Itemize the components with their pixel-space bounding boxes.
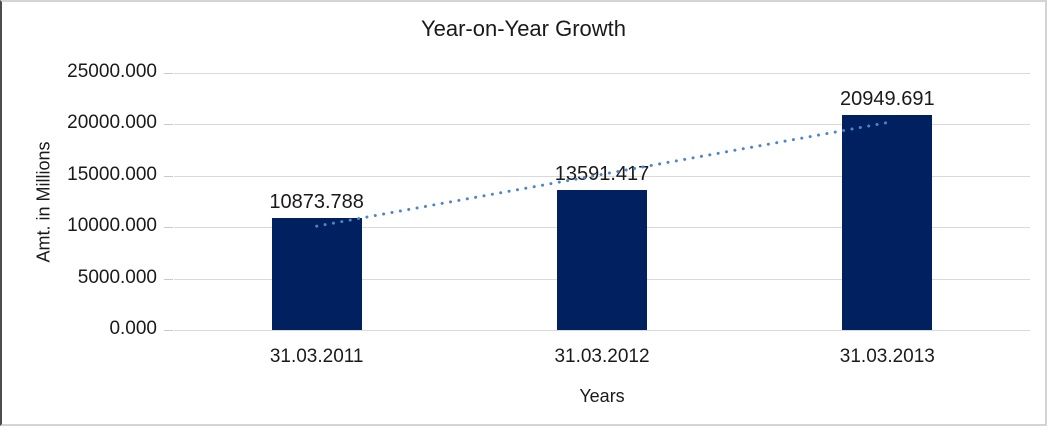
bar xyxy=(557,190,647,330)
y-axis-title: Amt. in Millions xyxy=(33,141,54,263)
x-axis-title: Years xyxy=(579,386,625,406)
gridline xyxy=(174,73,1030,74)
y-tick-label: 15000.000 xyxy=(67,163,157,185)
bar xyxy=(842,114,933,330)
trendline xyxy=(315,121,889,228)
gridline xyxy=(174,175,1030,177)
x-tick-label: 31.03.2012 xyxy=(554,346,650,367)
y-tick-mark xyxy=(164,278,173,280)
y-tick-label: 5000.000 xyxy=(77,266,157,288)
chart-title: Year-on-Year Growth xyxy=(420,16,627,41)
bar xyxy=(271,218,362,330)
x-tick-label: 31.03.2011 xyxy=(269,346,364,367)
gridline xyxy=(174,124,1030,126)
y-tick-label: 20000.000 xyxy=(67,112,157,134)
y-tick-mark xyxy=(164,330,173,331)
x-axis: 31.03.2011 31.03.2012 31.03.2013 xyxy=(174,346,1030,370)
y-tick-mark xyxy=(164,73,173,74)
y-tick-label: 0.000 xyxy=(109,318,157,339)
y-tick-mark xyxy=(164,175,173,177)
x-tick-label: 31.03.2013 xyxy=(839,346,935,367)
data-label: 10873.788 xyxy=(269,191,364,214)
plot-area: 10873.78813591.41720949.691 xyxy=(174,73,1030,331)
y-tick-mark xyxy=(164,124,173,126)
y-tick-label: 10000.000 xyxy=(67,215,157,237)
gridline xyxy=(174,330,1030,331)
y-tick-mark xyxy=(164,227,173,229)
y-tick-label: 25000.000 xyxy=(67,61,157,82)
data-label: 20949.691 xyxy=(840,87,935,110)
